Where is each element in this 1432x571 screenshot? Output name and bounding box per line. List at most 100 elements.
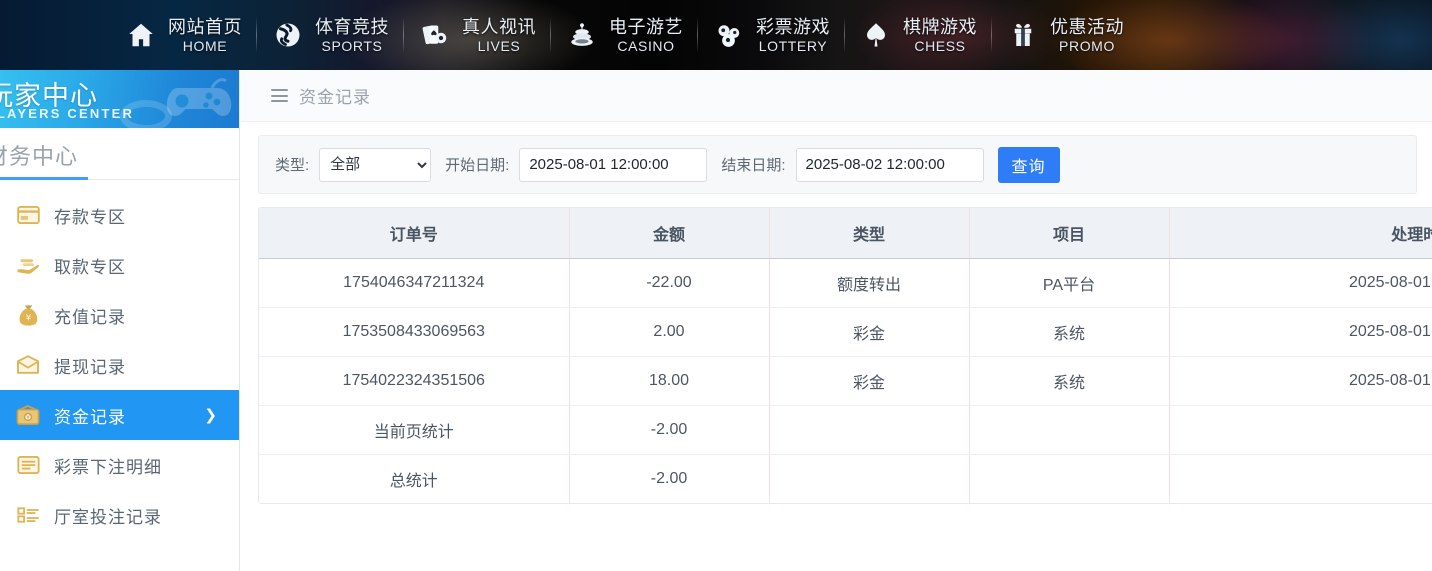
sidebar-header: 玩家中心 PLAYERS CENTER [0, 70, 239, 128]
nav-item-lottery[interactable]: 彩票游戏 LOTTERY [698, 12, 844, 58]
money-bag-icon: ¥ [14, 302, 42, 328]
svg-text:¥: ¥ [25, 313, 31, 323]
nav-label-cn: 优惠活动 [1050, 16, 1124, 37]
nav-label-en: LIVES [477, 37, 521, 54]
nav-divider [697, 17, 698, 53]
nav-label-en: HOME [182, 37, 228, 54]
nav-label-sports: 体育竞技 SPORTS [315, 18, 389, 53]
nav-label-cn: 棋牌游戏 [903, 16, 977, 37]
sidebar-item-fund-records[interactable]: ¥ 资金记录 ❯ [0, 390, 239, 440]
nav-label-cn: 体育竞技 [315, 16, 389, 37]
gift-icon [1006, 18, 1040, 52]
records-table: 订单号 金额 类型 项目 处理时间 1754046347211324 -22.0… [259, 208, 1432, 503]
sidebar-item-label: 提现记录 [54, 357, 126, 377]
tab-active-underline [0, 177, 88, 180]
table-row[interactable]: 1753508433069563 2.00 彩金 系统 2025-08-01 1… [259, 307, 1432, 357]
tab-finance-center[interactable]: 财务中心 [0, 144, 79, 169]
query-button[interactable]: 查询 [997, 146, 1060, 183]
column-header-order-no[interactable]: 订单号 [259, 208, 570, 259]
nav-label-lottery: 彩票游戏 LOTTERY [756, 18, 830, 53]
cell-order-no: 1754046347211324 [259, 258, 570, 308]
column-header-amount[interactable]: 金额 [569, 208, 770, 259]
nav-item-promo[interactable]: 优惠活动 PROMO [992, 12, 1138, 58]
sidebar-item-withdraw[interactable]: 取款专区 [0, 240, 239, 290]
sidebar-menu: 存款专区 取款专区 ¥ 充值记录 [0, 180, 239, 540]
table-row[interactable]: 1754046347211324 -22.00 额度转出 PA平台 2025-0… [259, 258, 1432, 308]
nav-label-cn: 电子游艺 [609, 16, 683, 37]
nav-label-cn: 彩票游戏 [756, 16, 830, 37]
cell-process-time: 2025-08-01 19:04:56 [1169, 307, 1432, 357]
cell-empty [769, 454, 970, 503]
decorative-ring [120, 100, 172, 128]
nav-label-en: CASINO [617, 37, 675, 54]
envelope-icon [14, 352, 42, 378]
column-header-type[interactable]: 类型 [769, 208, 970, 259]
sidebar-item-withdrawal-records[interactable]: 提现记录 [0, 340, 239, 390]
nav-item-sports[interactable]: 体育竞技 SPORTS [257, 12, 403, 58]
list-grid-icon [14, 502, 42, 528]
cell-type: 彩金 [769, 356, 970, 406]
sidebar: 玩家中心 PLAYERS CENTER 财务中心 存款专区 [0, 70, 240, 571]
sidebar-title-cn: 玩家中心 [0, 81, 98, 111]
nav-item-chess[interactable]: 棋牌游戏 CHESS [845, 12, 991, 58]
sidebar-title-en: PLAYERS CENTER [0, 106, 135, 121]
table-row-total-summary: 总统计 -2.00 [259, 454, 1432, 503]
type-select[interactable]: 全部 [319, 147, 432, 182]
hamburger-icon[interactable] [271, 89, 288, 102]
nav-item-casino[interactable]: 电子游艺 CASINO [551, 12, 697, 58]
sidebar-item-deposit[interactable]: 存款专区 [0, 190, 239, 240]
svg-text:¥: ¥ [26, 414, 30, 421]
slot-icon [565, 18, 599, 52]
cell-order-no: 1754022324351506 [259, 356, 570, 406]
sidebar-item-label: 取款专区 [54, 257, 126, 277]
cell-page-summary-amount: -2.00 [569, 405, 770, 455]
wallet-icon: ¥ [14, 402, 42, 428]
sidebar-item-lottery-bet-detail[interactable]: 彩票下注明细 [0, 440, 239, 490]
table-row-page-summary: 当前页统计 -2.00 [259, 405, 1432, 455]
nav-item-home[interactable]: 网站首页 HOME [110, 12, 256, 58]
table-row[interactable]: 1754022324351506 18.00 彩金 系统 2025-08-01 … [259, 356, 1432, 406]
sidebar-item-recharge-records[interactable]: ¥ 充值记录 [0, 290, 239, 340]
chevron-right-icon: ❯ [204, 406, 217, 424]
cell-project: PA平台 [969, 258, 1170, 308]
nav-item-lives[interactable]: 真人视讯 LIVES [404, 12, 550, 58]
nav-label-home: 网站首页 HOME [168, 18, 242, 53]
nav-divider [550, 17, 551, 53]
cell-project: 系统 [969, 307, 1170, 357]
list-doc-icon [14, 452, 42, 478]
lottery-balls-icon [712, 18, 746, 52]
column-header-process-time[interactable]: 处理时间 [1169, 208, 1432, 259]
sidebar-item-label: 充值记录 [54, 307, 126, 327]
nav-label-cn: 真人视讯 [462, 16, 536, 37]
filter-bar: 类型: 全部 开始日期: 结束日期: 查询 [258, 135, 1417, 194]
cell-page-summary-label: 当前页统计 [259, 405, 570, 455]
nav-label-casino: 电子游艺 CASINO [609, 18, 683, 53]
nav-divider [844, 17, 845, 53]
top-nav-list: 网站首页 HOME 体育竞技 SPORTS [0, 0, 1432, 70]
nav-label-en: LOTTERY [758, 37, 828, 54]
column-header-project[interactable]: 项目 [969, 208, 1170, 259]
cards-icon [418, 18, 452, 52]
nav-label-en: CHESS [914, 37, 966, 54]
start-date-input[interactable] [519, 147, 708, 182]
spade-icon [859, 18, 893, 52]
end-date-input[interactable] [795, 147, 984, 182]
cell-process-time: 2025-08-01 19:04:54 [1169, 356, 1432, 406]
sidebar-item-hall-bet-records[interactable]: 厅室投注记录 [0, 490, 239, 540]
cell-project: 系统 [969, 356, 1170, 406]
gamepad-icon [160, 72, 234, 128]
sidebar-item-label: 存款专区 [54, 207, 126, 227]
deposit-card-icon [14, 202, 42, 228]
cell-amount: -22.00 [569, 258, 770, 308]
cell-empty [769, 405, 970, 455]
end-date-label: 结束日期: [721, 157, 786, 174]
sidebar-tabs: 财务中心 [0, 128, 239, 180]
cell-empty [969, 454, 1170, 503]
table-head: 订单号 金额 类型 项目 处理时间 [259, 208, 1432, 259]
top-navigation-bar: 网站首页 HOME 体育竞技 SPORTS [0, 0, 1432, 70]
sidebar-item-label: 厅室投注记录 [54, 507, 162, 527]
cell-amount: 18.00 [569, 356, 770, 406]
cell-process-time: 2025-08-01 19:05:47 [1169, 258, 1432, 308]
nav-label-en: PROMO [1059, 37, 1115, 54]
start-date-label: 开始日期: [445, 157, 510, 174]
